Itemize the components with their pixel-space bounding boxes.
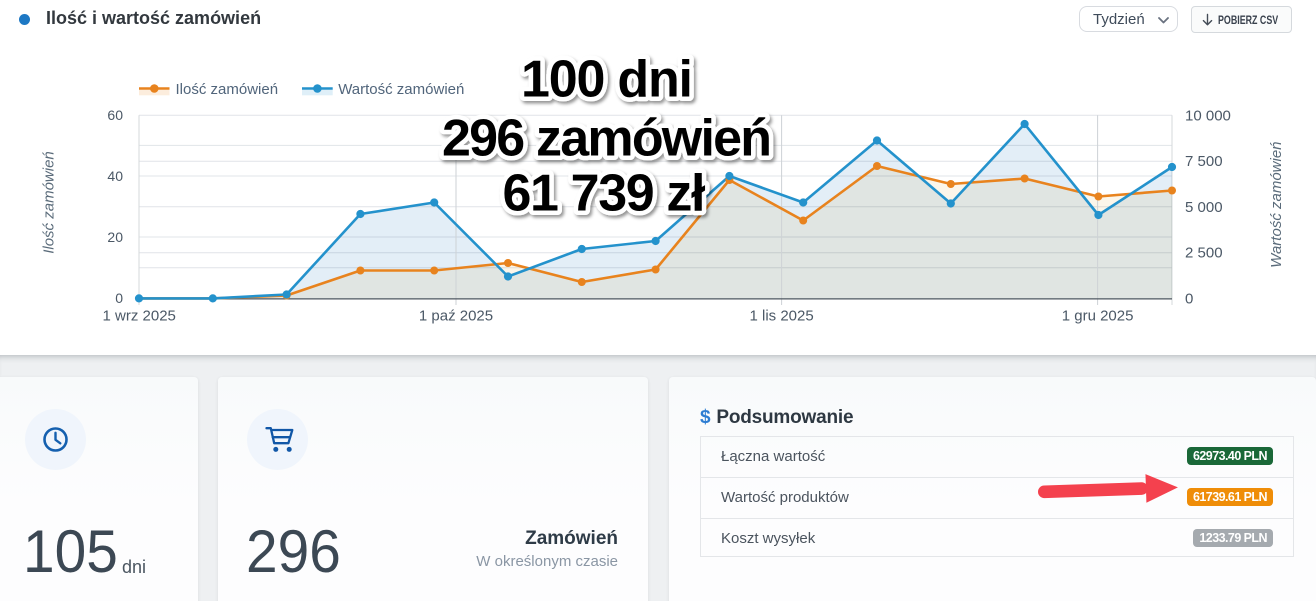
svg-text:2 500: 2 500 (1185, 245, 1223, 262)
svg-text:Ilość zamówień: Ilość zamówień (41, 151, 58, 254)
svg-text:61 739 zł: 61 739 zł (503, 165, 707, 223)
svg-text:100 dni: 100 dni (521, 51, 693, 109)
svg-text:100 dni: 100 dni (521, 51, 693, 109)
svg-text:1 lis 2025: 1 lis 2025 (749, 308, 813, 325)
svg-text:0: 0 (1185, 290, 1193, 307)
svg-text:1 paź 2025: 1 paź 2025 (419, 308, 493, 325)
svg-text:60: 60 (107, 107, 123, 123)
svg-text:5 000: 5 000 (1185, 199, 1223, 216)
svg-text:61 739 zł: 61 739 zł (503, 165, 707, 223)
svg-text:40: 40 (107, 168, 123, 184)
svg-text:20: 20 (107, 229, 123, 245)
svg-text:1 wrz 2025: 1 wrz 2025 (103, 308, 176, 325)
svg-text:296 zamówień: 296 zamówień (442, 110, 772, 168)
svg-text:Wartość zamówień: Wartość zamówień (1268, 141, 1285, 267)
svg-text:0: 0 (115, 290, 123, 306)
svg-text:296 zamówień: 296 zamówień (442, 110, 772, 168)
svg-text:Ilość zamówień: Ilość zamówień (176, 81, 279, 98)
svg-text:10 000: 10 000 (1185, 107, 1231, 124)
svg-text:Wartość zamówień: Wartość zamówień (338, 81, 464, 98)
svg-text:7 500: 7 500 (1185, 153, 1223, 170)
svg-text:1 gru 2025: 1 gru 2025 (1062, 308, 1134, 325)
